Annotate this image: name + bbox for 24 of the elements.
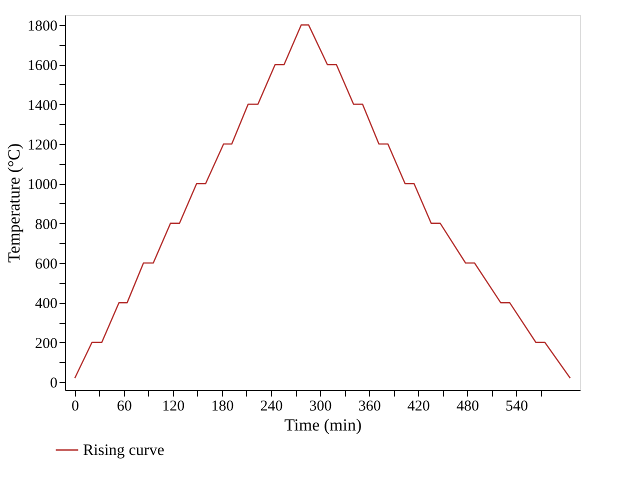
line-series: [74, 24, 571, 379]
x-axis-title: Time (min): [284, 416, 362, 434]
y-tick-label: 200: [35, 336, 58, 352]
y-tick-label: 1200: [28, 137, 58, 154]
x-tick-label: 360: [358, 398, 381, 414]
y-tick-label: 400: [35, 296, 58, 312]
x-tick-label: 420: [407, 398, 430, 414]
y-tick-label: 1400: [28, 98, 58, 114]
legend-label: Rising curve: [83, 442, 164, 459]
x-tick-label: 540: [505, 398, 528, 414]
x-tick-label: 60: [116, 398, 132, 414]
y-tick-label: 0: [50, 376, 58, 392]
x-tick-label: 300: [309, 398, 332, 414]
y-axis-title: Temperature (°C): [4, 143, 24, 263]
y-tick-label: 1000: [28, 177, 58, 194]
x-tick-label: 180: [211, 398, 234, 414]
x-tick-label: 480: [456, 398, 479, 414]
y-tick-label: 600: [35, 256, 58, 273]
x-tick-label: 0: [72, 398, 80, 414]
x-tick-label: 240: [260, 398, 283, 414]
y-tick-label: 1800: [28, 18, 58, 34]
y-tick-label: 800: [35, 216, 58, 233]
x-tick-label: 120: [162, 398, 185, 414]
y-tick-label: 1600: [28, 58, 58, 74]
